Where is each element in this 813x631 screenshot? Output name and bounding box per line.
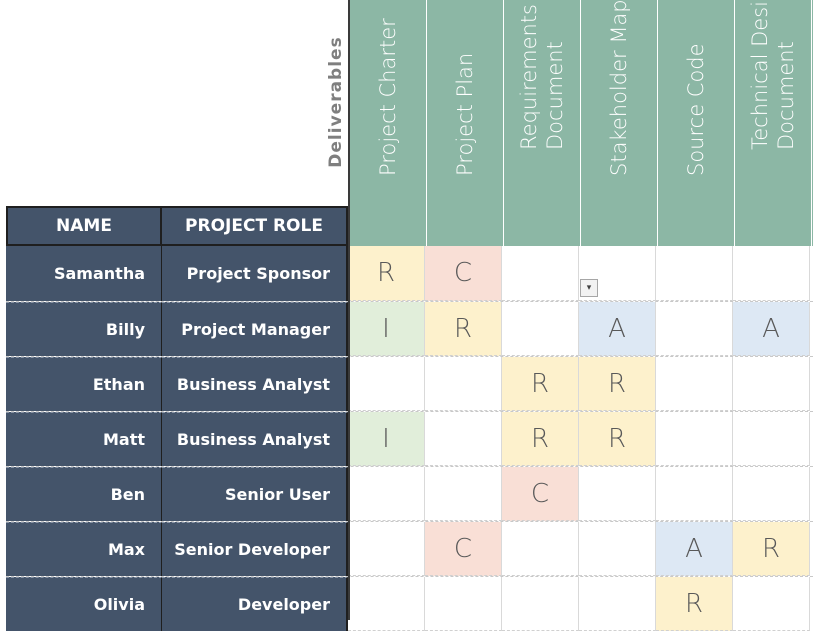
raci-table-body: Samantha Project Sponsor R C ▾ Billy Project M… — [6, 246, 813, 631]
project-role-cell[interactable]: Business Analyst — [162, 412, 348, 466]
person-name-cell[interactable]: Billy — [6, 302, 162, 356]
raci-cell[interactable]: R — [502, 357, 579, 411]
deliverable-header[interactable]: Project Plan — [427, 0, 504, 246]
raci-cell[interactable] — [733, 412, 810, 466]
raci-cell[interactable] — [733, 577, 810, 631]
raci-cell[interactable] — [425, 412, 502, 466]
project-role-cell[interactable]: Business Analyst — [162, 357, 348, 411]
raci-cell[interactable]: R — [348, 246, 425, 301]
raci-cell[interactable] — [656, 467, 733, 521]
raci-cell[interactable]: C — [425, 522, 502, 576]
deliverable-header[interactable]: Requirements Document — [504, 0, 581, 246]
table-row: Ethan Business Analyst R R — [6, 356, 813, 411]
raci-cell[interactable] — [348, 577, 425, 631]
raci-value: R — [607, 423, 627, 454]
raci-cell[interactable] — [733, 467, 810, 521]
raci-value: R — [530, 423, 550, 454]
person-name-cell[interactable]: Ethan — [6, 357, 162, 411]
raci-value: R — [376, 258, 396, 288]
raci-value: R — [684, 588, 704, 619]
raci-cell[interactable]: R — [579, 357, 656, 411]
table-row: Max Senior Developer C A R — [6, 521, 813, 576]
raci-cell[interactable] — [502, 246, 579, 301]
raci-cell[interactable]: R — [425, 302, 502, 356]
raci-cell[interactable]: R — [502, 412, 579, 466]
raci-cell[interactable]: C — [502, 467, 579, 521]
table-row: Billy Project Manager I R A A — [6, 301, 813, 356]
project-role-cell[interactable]: Project Sponsor — [162, 246, 348, 301]
raci-cell[interactable]: A — [656, 522, 733, 576]
raci-value: R — [607, 368, 627, 399]
chevron-down-icon[interactable]: ▾ — [580, 279, 598, 297]
deliverable-header-label: Requirements Document — [517, 4, 567, 150]
raci-cell[interactable]: R — [733, 522, 810, 576]
raci-cell[interactable] — [425, 577, 502, 631]
raci-cell[interactable] — [348, 467, 425, 521]
deliverable-header[interactable]: Technical Design Document — [735, 0, 812, 246]
project-role-cell[interactable]: Developer — [162, 577, 348, 631]
person-name-cell[interactable]: Max — [6, 522, 162, 576]
raci-cell[interactable]: A — [579, 302, 656, 356]
deliverable-header[interactable]: Stakeholder Map — [581, 0, 658, 246]
raci-cell[interactable] — [425, 357, 502, 411]
raci-value: C — [453, 258, 473, 288]
raci-value: A — [762, 313, 780, 344]
deliverable-header-label: Project Plan — [453, 52, 477, 176]
table-row: Olivia Developer R — [6, 576, 813, 631]
name-column-header[interactable]: NAME — [8, 208, 162, 244]
raci-value: A — [685, 533, 703, 564]
raci-cell[interactable]: I — [348, 302, 425, 356]
deliverable-header[interactable]: Project Charter — [350, 0, 427, 246]
table-row: Matt Business Analyst I R R — [6, 411, 813, 466]
raci-cell[interactable] — [502, 577, 579, 631]
deliverables-label-text: Deliverables — [326, 36, 346, 168]
raci-cell[interactable]: A — [733, 302, 810, 356]
raci-value: R — [530, 368, 550, 399]
raci-cell[interactable] — [656, 412, 733, 466]
raci-value: I — [382, 423, 390, 454]
project-role-cell[interactable]: Project Manager — [162, 302, 348, 356]
raci-value: A — [608, 313, 626, 344]
raci-cell[interactable] — [733, 246, 810, 301]
raci-value: R — [453, 313, 473, 344]
project-role-cell[interactable]: Senior User — [162, 467, 348, 521]
raci-value: I — [382, 313, 390, 344]
person-name-cell[interactable]: Samantha — [6, 246, 162, 301]
role-column-header[interactable]: PROJECT ROLE — [185, 216, 323, 236]
table-row: Samantha Project Sponsor R C ▾ — [6, 246, 813, 301]
deliverable-header[interactable]: Source Code — [658, 0, 735, 246]
raci-cell[interactable]: R — [579, 412, 656, 466]
deliverable-column-headers: Project Charter Project Plan Requirements … — [348, 0, 813, 246]
person-name-cell[interactable]: Olivia — [6, 577, 162, 631]
raci-cell[interactable] — [656, 246, 733, 301]
deliverable-header-label: Project Charter — [376, 18, 400, 176]
raci-cell[interactable] — [502, 302, 579, 356]
raci-cell[interactable] — [502, 522, 579, 576]
deliverable-header-label: Source Code — [684, 43, 708, 176]
deliverable-header-label: Stakeholder Map — [607, 0, 631, 176]
table-header: NAME PROJECT ROLE — [6, 206, 348, 246]
raci-cell[interactable] — [348, 522, 425, 576]
raci-cell[interactable] — [579, 577, 656, 631]
raci-cell[interactable]: R — [656, 577, 733, 631]
raci-value: C — [530, 478, 550, 509]
raci-cell[interactable] — [579, 522, 656, 576]
raci-value: C — [453, 533, 473, 564]
raci-cell[interactable] — [656, 357, 733, 411]
person-name-cell[interactable]: Ben — [6, 467, 162, 521]
divider — [348, 246, 350, 620]
person-name-cell[interactable]: Matt — [6, 412, 162, 466]
raci-cell[interactable] — [733, 357, 810, 411]
raci-cell[interactable]: ▾ — [579, 246, 656, 301]
raci-cell[interactable]: C — [425, 246, 502, 301]
raci-cell[interactable]: I — [348, 412, 425, 466]
raci-cell[interactable] — [579, 467, 656, 521]
table-row: Ben Senior User C — [6, 466, 813, 521]
raci-value: R — [761, 533, 781, 564]
raci-cell[interactable] — [425, 467, 502, 521]
deliverable-header-label: Technical Design Document — [748, 0, 798, 150]
project-role-cell[interactable]: Senior Developer — [162, 522, 348, 576]
raci-cell[interactable] — [656, 302, 733, 356]
raci-cell[interactable] — [348, 357, 425, 411]
